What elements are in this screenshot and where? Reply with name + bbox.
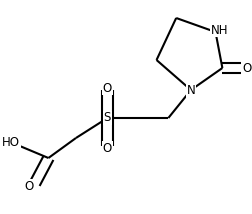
Text: O: O — [242, 61, 251, 74]
Text: NH: NH — [211, 24, 228, 37]
Text: N: N — [186, 85, 195, 98]
Text: O: O — [103, 82, 112, 95]
Text: S: S — [104, 111, 111, 125]
Text: O: O — [103, 141, 112, 155]
Text: O: O — [24, 180, 34, 193]
Text: HO: HO — [2, 135, 20, 149]
